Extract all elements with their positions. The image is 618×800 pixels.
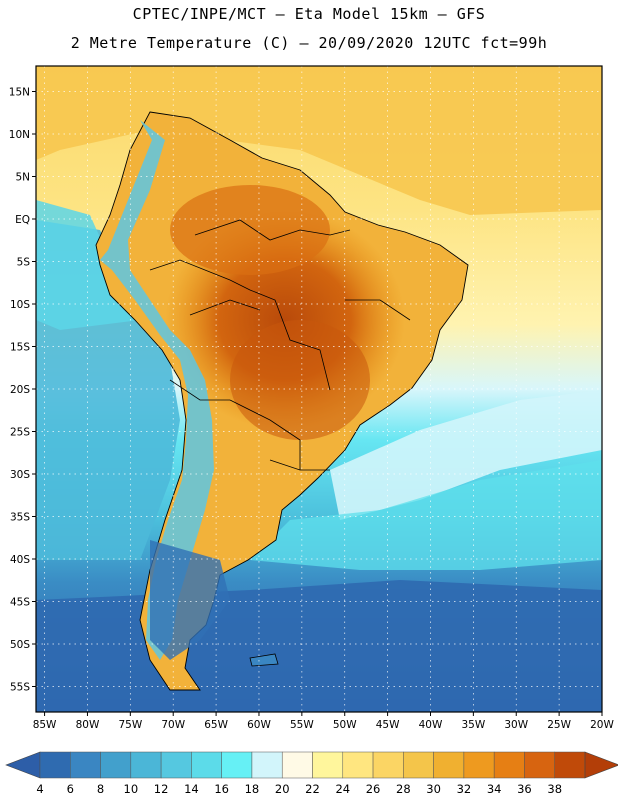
atlantic-cool-band [250, 460, 602, 570]
lat-label: 45S [10, 597, 30, 609]
lon-label: 65W [204, 719, 228, 731]
colorbar-over-arrow [584, 751, 618, 779]
lon-label: 75W [118, 719, 142, 731]
falkland-islands [249, 653, 279, 667]
patagonia-cold-zone [150, 540, 230, 660]
graticule [36, 66, 602, 712]
colorbar-swatch [342, 751, 374, 779]
colorbar-label: 12 [154, 782, 169, 796]
lon-label: 45W [376, 719, 400, 731]
southern-cold-band [36, 580, 602, 712]
colorbar-label: 26 [366, 782, 381, 796]
colorbar-swatch [70, 751, 101, 779]
lon-label: 25W [547, 719, 571, 731]
atlantic-pale-band [330, 390, 602, 520]
colorbar-swatch [463, 751, 495, 779]
colorbar-swatch [39, 751, 71, 779]
lat-label: 10N [9, 129, 30, 141]
colorbar-swatch [160, 751, 192, 779]
lat-label: 30S [10, 469, 30, 481]
axes: 15N 10N 5N EQ 5S 10S 15S 20S 25S 30S 35S 40S 45S 50S 5… [9, 87, 615, 732]
lat-label: 10S [10, 299, 30, 311]
colorbar-swatch [493, 751, 525, 779]
lon-label: 20W [590, 719, 614, 731]
colorbar-swatch [372, 751, 404, 779]
lat-label: 15N [9, 87, 30, 99]
lat-label: EQ [15, 214, 30, 226]
colorbar-label: 6 [67, 782, 74, 796]
lon-label: 50W [333, 719, 357, 731]
colorbar-swatch [554, 751, 586, 779]
lat-label: 15S [10, 342, 30, 354]
colorbar-swatch [403, 751, 434, 779]
lat-label: 50S [10, 639, 30, 651]
lon-label: 70W [161, 719, 185, 731]
hot-amazon-zone [170, 185, 330, 275]
colorbar-label: 4 [36, 782, 43, 796]
colorbar-under-arrow [5, 751, 41, 779]
lat-label: 25S [10, 427, 30, 439]
colorbar-label: 32 [457, 782, 472, 796]
lon-label: 80W [76, 719, 100, 731]
colorbar-label: 22 [305, 782, 320, 796]
colorbar-label: 10 [124, 782, 139, 796]
lon-label: 40W [419, 719, 443, 731]
lat-label: 55S [10, 682, 30, 694]
colorbar-swatch [221, 751, 253, 779]
colorbar-label: 8 [97, 782, 104, 796]
lon-label: 30W [504, 719, 528, 731]
hot-interior-zone-south [230, 320, 370, 440]
lat-label: 20S [10, 384, 30, 396]
lon-label: 35W [461, 719, 485, 731]
colorbar-label: 16 [214, 782, 229, 796]
lat-label: 5S [17, 257, 31, 269]
colorbar-swatch [100, 751, 132, 779]
colorbar-label: 18 [245, 782, 260, 796]
colorbar-swatch [191, 751, 222, 779]
andes-cool-strip [100, 120, 214, 660]
lat-label: 5N [15, 172, 30, 184]
title-variable-date: 2 Metre Temperature (C) – 20/09/2020 12U… [70, 34, 548, 52]
colorbar: 4 6 8 10 12 14 16 18 20 22 24 26 28 30 32 34 36 38 [5, 751, 618, 796]
colorbar-label: 14 [184, 782, 199, 796]
colorbar-label: 30 [426, 782, 441, 796]
lat-label: 40S [10, 554, 30, 566]
colorbar-label: 38 [547, 782, 562, 796]
colorbar-label: 24 [335, 782, 350, 796]
colorbar-swatch [312, 751, 344, 779]
caribbean-warm-zone [36, 66, 602, 215]
colorbar-swatch [281, 751, 313, 779]
title-model: CPTEC/INPE/MCT – Eta Model 15km – GFS [132, 5, 486, 23]
lon-label: 60W [247, 719, 271, 731]
colorbar-label: 36 [517, 782, 532, 796]
colorbar-swatch [251, 751, 283, 779]
lon-label: 85W [33, 719, 57, 731]
colorbar-label: 34 [487, 782, 502, 796]
colorbar-label: 20 [275, 782, 290, 796]
lat-label: 35S [10, 512, 30, 524]
colorbar-swatch [433, 751, 465, 779]
colorbar-swatch [524, 751, 555, 779]
colorbar-label: 28 [396, 782, 411, 796]
country-borders [149, 219, 411, 471]
colorbar-swatch [130, 751, 162, 779]
lon-label: 55W [290, 719, 314, 731]
